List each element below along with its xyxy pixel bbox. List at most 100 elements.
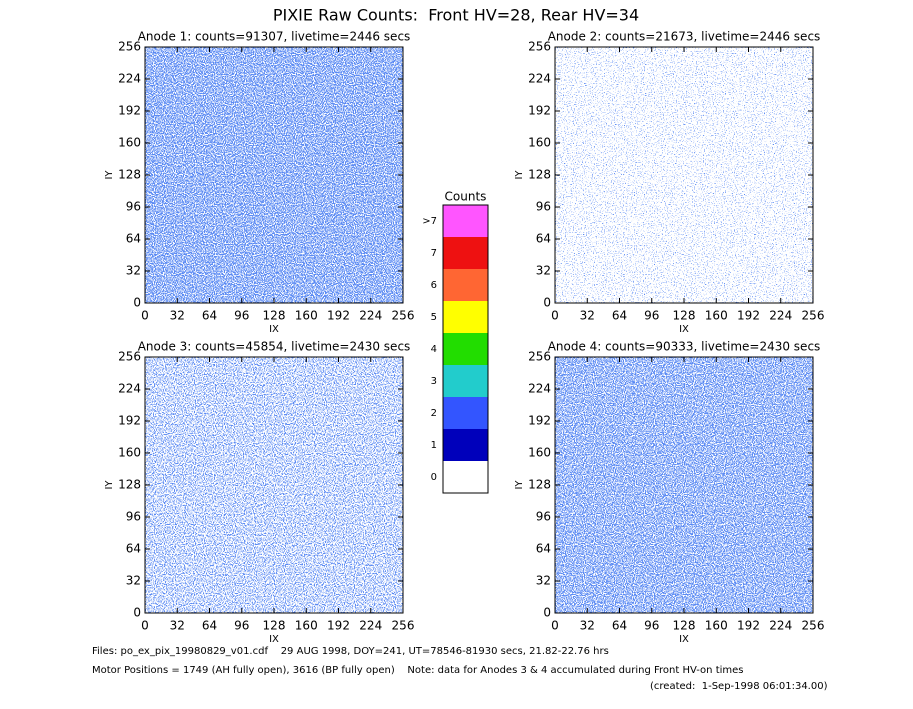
- y-tick-label: 96: [536, 510, 551, 524]
- footer-created: (created: 1-Sep-1998 06:01:34.00): [650, 681, 828, 692]
- x-tick-label: 0: [141, 309, 149, 323]
- panel-title: Anode 2: counts=21673, livetime=2446 sec…: [548, 30, 821, 44]
- y-tick-label: 96: [126, 510, 141, 524]
- x-tick-label: 192: [737, 619, 760, 633]
- x-tick-label: 0: [551, 619, 559, 633]
- y-tick-label: 0: [543, 296, 551, 310]
- colorbar-label: 3: [431, 376, 437, 387]
- colorbar-title: Counts: [445, 190, 487, 204]
- footer-files: Files: po_ex_pix_19980829_v01.cdf 29 AUG…: [92, 646, 609, 657]
- y-tick-label: 256: [118, 350, 141, 364]
- y-tick-label: 160: [528, 136, 551, 150]
- colorbar-swatch: [443, 333, 488, 365]
- y-tick-label: 64: [126, 542, 141, 556]
- x-tick-label: 128: [263, 619, 286, 633]
- x-axis-label: IX: [269, 324, 279, 335]
- colorbar-label: 4: [431, 344, 437, 355]
- colorbar-swatch: [443, 237, 488, 269]
- y-tick-label: 32: [536, 264, 551, 278]
- noise-texture: [555, 47, 813, 303]
- y-tick-label: 64: [126, 232, 141, 246]
- x-tick-label: 256: [392, 309, 415, 323]
- x-tick-label: 160: [705, 619, 728, 633]
- x-tick-label: 0: [141, 619, 149, 633]
- x-tick-label: 256: [392, 619, 415, 633]
- y-tick-label: 128: [528, 168, 551, 182]
- colorbar-swatch: [443, 461, 488, 493]
- x-tick-label: 224: [769, 309, 792, 323]
- x-tick-label: 128: [263, 309, 286, 323]
- y-tick-label: 160: [118, 136, 141, 150]
- y-tick-label: 192: [528, 414, 551, 428]
- y-tick-label: 160: [118, 446, 141, 460]
- x-tick-label: 32: [580, 619, 595, 633]
- y-tick-label: 64: [536, 542, 551, 556]
- x-tick-label: 128: [673, 309, 696, 323]
- colorbar-label: 6: [431, 280, 437, 291]
- x-tick-label: 160: [295, 309, 318, 323]
- x-tick-label: 64: [612, 309, 627, 323]
- y-tick-label: 224: [118, 382, 141, 396]
- figure-title: PIXIE Raw Counts: Front HV=28, Rear HV=3…: [273, 6, 639, 25]
- y-tick-label: 128: [118, 168, 141, 182]
- colorbar-label: 1: [431, 440, 437, 451]
- y-tick-label: 0: [543, 606, 551, 620]
- x-axis-label: IX: [269, 634, 279, 645]
- y-tick-label: 224: [528, 382, 551, 396]
- x-tick-label: 32: [170, 619, 185, 633]
- colorbar-label: 2: [431, 408, 437, 419]
- colorbar-label: >7: [422, 216, 437, 227]
- colorbar-label: 5: [431, 312, 437, 323]
- colorbar-swatch: [443, 429, 488, 461]
- noise-texture: [145, 47, 403, 303]
- y-tick-label: 160: [528, 446, 551, 460]
- x-tick-label: 64: [202, 309, 217, 323]
- y-tick-label: 0: [133, 296, 141, 310]
- panel-title: Anode 3: counts=45854, livetime=2430 sec…: [138, 340, 411, 354]
- colorbar-swatch: [443, 397, 488, 429]
- x-tick-label: 224: [769, 619, 792, 633]
- colorbar-swatch: [443, 269, 488, 301]
- y-tick-label: 32: [126, 574, 141, 588]
- x-tick-label: 160: [705, 309, 728, 323]
- x-tick-label: 96: [644, 309, 659, 323]
- y-tick-label: 256: [528, 350, 551, 364]
- y-tick-label: 192: [118, 414, 141, 428]
- x-tick-label: 256: [802, 619, 825, 633]
- panel-title: Anode 1: counts=91307, livetime=2446 sec…: [138, 30, 411, 44]
- colorbar-swatch: [443, 301, 488, 333]
- x-tick-label: 0: [551, 309, 559, 323]
- x-tick-label: 160: [295, 619, 318, 633]
- x-tick-label: 256: [802, 309, 825, 323]
- x-tick-label: 64: [612, 619, 627, 633]
- y-axis-label: IY: [514, 480, 525, 490]
- x-axis-label: IX: [679, 634, 689, 645]
- x-tick-label: 96: [234, 309, 249, 323]
- y-tick-label: 192: [118, 104, 141, 118]
- noise-texture: [555, 357, 813, 613]
- y-tick-label: 96: [126, 200, 141, 214]
- x-tick-label: 96: [644, 619, 659, 633]
- y-axis-label: IY: [104, 480, 115, 490]
- y-tick-label: 32: [126, 264, 141, 278]
- colorbar-frame: [442, 204, 489, 494]
- y-tick-label: 256: [118, 40, 141, 54]
- x-tick-label: 32: [580, 309, 595, 323]
- colorbar-label: 0: [431, 472, 437, 483]
- x-tick-label: 128: [673, 619, 696, 633]
- x-tick-label: 192: [327, 309, 350, 323]
- y-axis-label: IY: [514, 170, 525, 180]
- x-tick-label: 224: [359, 619, 382, 633]
- y-tick-label: 256: [528, 40, 551, 54]
- y-tick-label: 128: [528, 478, 551, 492]
- y-tick-label: 32: [536, 574, 551, 588]
- panel-title: Anode 4: counts=90333, livetime=2430 sec…: [548, 340, 821, 354]
- x-tick-label: 192: [327, 619, 350, 633]
- x-tick-label: 224: [359, 309, 382, 323]
- x-tick-label: 192: [737, 309, 760, 323]
- noise-texture: [145, 357, 403, 613]
- y-tick-label: 64: [536, 232, 551, 246]
- y-tick-label: 192: [528, 104, 551, 118]
